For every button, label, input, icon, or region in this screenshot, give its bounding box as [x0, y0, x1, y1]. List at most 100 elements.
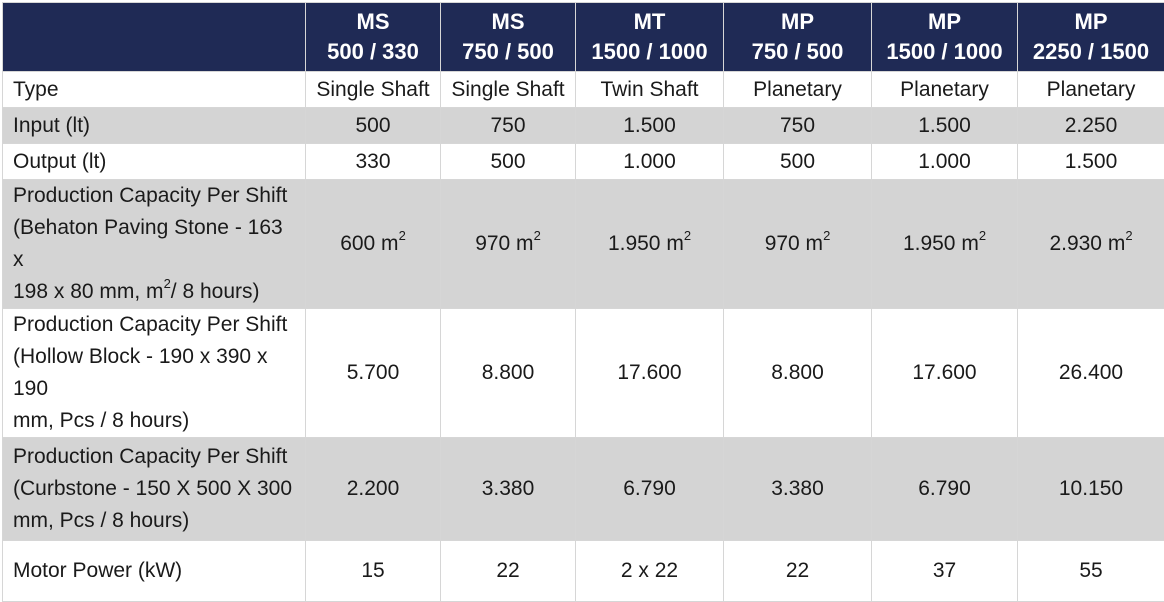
label-text: / 8 hours) [171, 280, 260, 303]
row-motor-power: Motor Power (kW) 15 22 2 x 22 22 37 55 [3, 541, 1164, 602]
cell-value: 1.500 [576, 108, 724, 144]
model-name: MT [576, 7, 723, 37]
label-line: Production Capacity Per Shift [13, 180, 299, 212]
model-size: 750 / 500 [441, 37, 575, 67]
cell-value: 1.950 m2 [576, 180, 724, 309]
cell-value: 22 [724, 541, 872, 602]
cell-value: 2.250 [1018, 108, 1164, 144]
row-label: Production Capacity Per Shift (Hollow Bl… [3, 309, 306, 438]
cell-value: 26.400 [1018, 309, 1164, 438]
cell-value: Planetary [1018, 72, 1164, 108]
row-label: Output (lt) [3, 144, 306, 180]
header-mt-1500-1000: MT 1500 / 1000 [576, 3, 724, 72]
label-line: (Curbstone - 150 X 500 X 300 [13, 473, 299, 505]
model-name: MS [441, 7, 575, 37]
model-size: 500 / 330 [306, 37, 440, 67]
cell-value: 1.000 [872, 144, 1018, 180]
superscript: 2 [979, 228, 986, 243]
cell-value: Planetary [872, 72, 1018, 108]
row-label: Motor Power (kW) [3, 541, 306, 602]
cell-value: 55 [1018, 541, 1164, 602]
label-line: mm, Pcs / 8 hours) [13, 505, 299, 537]
cell-value: 2 x 22 [576, 541, 724, 602]
label-line: (Hollow Block - 190 x 390 x 190 [13, 341, 299, 405]
row-label: Production Capacity Per Shift (Behaton P… [3, 180, 306, 309]
superscript: 2 [399, 228, 406, 243]
cell-value: 970 m2 [441, 180, 576, 309]
model-size: 1500 / 1000 [872, 37, 1017, 67]
label-line: Production Capacity Per Shift [13, 441, 299, 473]
cell-value: 600 m2 [306, 180, 441, 309]
header-mp-1500-1000: MP 1500 / 1000 [872, 3, 1018, 72]
header-corner-cell [3, 3, 306, 72]
cell-value: 500 [306, 108, 441, 144]
cell-value: 17.600 [576, 309, 724, 438]
cell-value: 6.790 [576, 438, 724, 541]
row-input: Input (lt) 500 750 1.500 750 1.500 2.250 [3, 108, 1164, 144]
cell-value: 970 m2 [724, 180, 872, 309]
cell-value: 500 [724, 144, 872, 180]
model-size: 750 / 500 [724, 37, 871, 67]
cell-value: 8.800 [724, 309, 872, 438]
superscript: 2 [164, 276, 171, 291]
header-row: MS 500 / 330 MS 750 / 500 MT 1500 / 1000… [3, 3, 1164, 72]
superscript: 2 [534, 228, 541, 243]
cell-value: 500 [441, 144, 576, 180]
cell-value: 5.700 [306, 309, 441, 438]
row-type: Type Single Shaft Single Shaft Twin Shaf… [3, 72, 1164, 108]
cell-value: 15 [306, 541, 441, 602]
superscript: 2 [684, 228, 691, 243]
cell-value: 2.930 m2 [1018, 180, 1164, 309]
cell-value: 1.500 [872, 108, 1018, 144]
cell-value: 22 [441, 541, 576, 602]
cell-value: 750 [441, 108, 576, 144]
value-text: 1.950 m [903, 232, 979, 255]
row-label: Input (lt) [3, 108, 306, 144]
model-name: MP [1018, 7, 1164, 37]
cell-value: Planetary [724, 72, 872, 108]
row-curbstone-capacity: Production Capacity Per Shift (Curbstone… [3, 438, 1164, 541]
cell-value: Single Shaft [441, 72, 576, 108]
cell-value: 10.150 [1018, 438, 1164, 541]
label-text: 198 x 80 mm, m [13, 280, 164, 303]
label-line: (Behaton Paving Stone - 163 x [13, 212, 299, 276]
header-mp-2250-1500: MP 2250 / 1500 [1018, 3, 1164, 72]
cell-value: Twin Shaft [576, 72, 724, 108]
model-name: MP [872, 7, 1017, 37]
model-name: MP [724, 7, 871, 37]
value-text: 970 m [765, 232, 823, 255]
cell-value: Single Shaft [306, 72, 441, 108]
cell-value: 2.200 [306, 438, 441, 541]
row-label: Production Capacity Per Shift (Curbstone… [3, 438, 306, 541]
cell-value: 1.000 [576, 144, 724, 180]
cell-value: 750 [724, 108, 872, 144]
superscript: 2 [823, 228, 830, 243]
cell-value: 3.380 [441, 438, 576, 541]
cell-value: 1.950 m2 [872, 180, 1018, 309]
row-hollow-capacity: Production Capacity Per Shift (Hollow Bl… [3, 309, 1164, 438]
header-ms-750-500: MS 750 / 500 [441, 3, 576, 72]
model-name: MS [306, 7, 440, 37]
label-line: Production Capacity Per Shift [13, 309, 299, 341]
value-text: 600 m [340, 232, 398, 255]
label-line: 198 x 80 mm, m2/ 8 hours) [13, 276, 299, 308]
header-mp-750-500: MP 750 / 500 [724, 3, 872, 72]
value-text: 1.950 m [608, 232, 684, 255]
cell-value: 6.790 [872, 438, 1018, 541]
value-text: 2.930 m [1049, 232, 1125, 255]
cell-value: 8.800 [441, 309, 576, 438]
row-output: Output (lt) 330 500 1.000 500 1.000 1.50… [3, 144, 1164, 180]
cell-value: 17.600 [872, 309, 1018, 438]
cell-value: 37 [872, 541, 1018, 602]
cell-value: 3.380 [724, 438, 872, 541]
model-size: 1500 / 1000 [576, 37, 723, 67]
value-text: 970 m [475, 232, 533, 255]
cell-value: 330 [306, 144, 441, 180]
cell-value: 1.500 [1018, 144, 1164, 180]
row-label: Type [3, 72, 306, 108]
model-size: 2250 / 1500 [1018, 37, 1164, 67]
header-ms-500-330: MS 500 / 330 [306, 3, 441, 72]
superscript: 2 [1125, 228, 1132, 243]
row-paving-capacity: Production Capacity Per Shift (Behaton P… [3, 180, 1164, 309]
